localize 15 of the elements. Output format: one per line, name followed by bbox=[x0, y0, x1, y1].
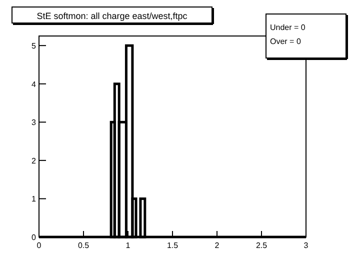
y-tick-label: 3 bbox=[32, 118, 37, 128]
x-tick-label: 0.5 bbox=[78, 241, 90, 250]
y-tick-label: 5 bbox=[32, 42, 37, 51]
annotation: Over = 0 bbox=[270, 37, 302, 46]
chart-title: StE softmon: all charge east/west,ftpc bbox=[36, 11, 188, 21]
x-tick-label: 2.5 bbox=[256, 241, 268, 250]
y-tick-label: 4 bbox=[32, 80, 37, 89]
x-tick-label: 2 bbox=[214, 241, 220, 250]
x-tick-label: 3 bbox=[304, 241, 309, 250]
x-tick-label: 1.5 bbox=[166, 241, 179, 250]
y-tick-label: 1 bbox=[32, 194, 37, 204]
y-tick-label: 0 bbox=[32, 233, 37, 242]
text: Under = 0 bbox=[270, 23, 306, 32]
y-tick-label: 2 bbox=[32, 156, 37, 166]
x-tick-label: 1 bbox=[126, 241, 131, 250]
